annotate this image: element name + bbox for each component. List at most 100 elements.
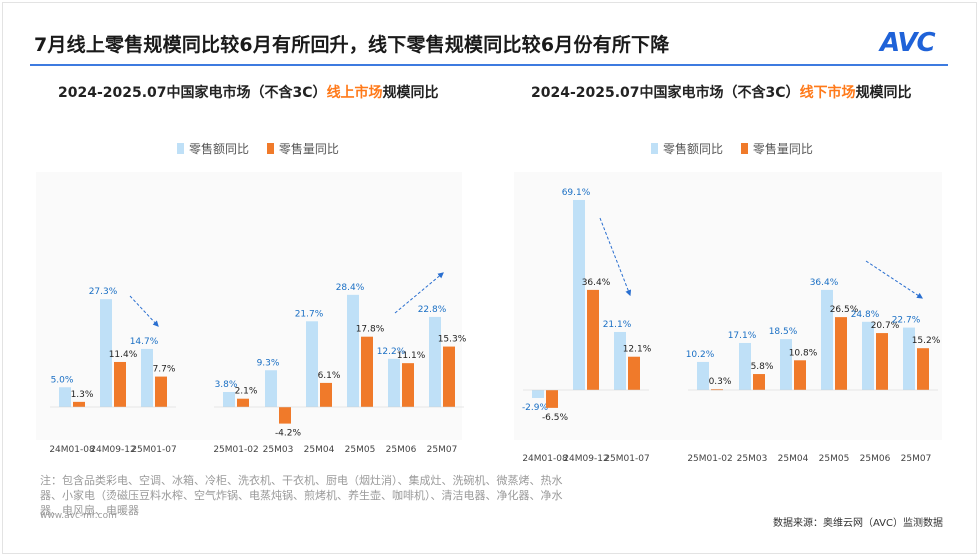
data-label-volume: -6.5%	[542, 413, 569, 423]
data-label-value: 10.2%	[686, 350, 715, 360]
bar-retail-value	[821, 289, 833, 390]
bar-retail-volume	[753, 374, 765, 390]
data-label-value: -2.9%	[522, 403, 549, 413]
x-tick-label: 24M09-12	[563, 454, 608, 464]
bar-retail-volume	[794, 360, 806, 390]
x-tick-label: 25M01-07	[131, 445, 176, 455]
bar-retail-value	[388, 358, 400, 407]
data-label-volume: 11.4%	[109, 350, 138, 360]
data-label-value: 21.7%	[295, 309, 324, 319]
legend-item-volume: 零售量同比	[266, 142, 339, 156]
x-tick-label: 25M04	[304, 445, 335, 455]
data-label-volume: 15.2%	[912, 336, 941, 346]
x-tick-label: 25M01-02	[687, 454, 732, 464]
chart-title-offline-prefix: 2024-2025.07中国家电市场（不含3C）	[531, 85, 800, 101]
legend-online: 零售额同比 零售量同比	[177, 140, 353, 157]
bar-retail-volume	[73, 401, 85, 407]
data-label-volume: 15.3%	[438, 335, 467, 345]
bar-retail-value	[429, 316, 441, 407]
trend-arrow	[394, 272, 444, 314]
chart-title-online-highlight: 线上市场	[326, 85, 383, 101]
bar-retail-volume	[279, 407, 291, 424]
bar-retail-volume	[155, 376, 167, 407]
data-label-volume: 1.3%	[71, 390, 94, 400]
legend-swatch-volume	[266, 143, 274, 154]
data-label-volume: 7.7%	[153, 365, 176, 375]
x-tick-label: 25M03	[263, 445, 294, 455]
chart-title-offline-suffix: 规模同比	[855, 85, 912, 101]
x-tick-label: 25M06	[386, 445, 417, 455]
chart-title-offline-highlight: 线下市场	[799, 85, 856, 101]
plot-area	[514, 172, 942, 440]
data-label-volume: 2.1%	[235, 387, 258, 397]
footer-url: www.avc-mr.com	[40, 511, 117, 521]
bar-retail-volume	[835, 317, 847, 390]
x-tick-label: 25M05	[819, 454, 850, 464]
bar-retail-volume	[917, 348, 929, 390]
x-tick-label: 25M07	[901, 454, 932, 464]
bar-retail-volume	[628, 356, 640, 390]
trend-arrow	[129, 295, 159, 327]
bar-retail-value	[306, 321, 318, 407]
chart-title-offline: 2024-2025.07中国家电市场（不含3C）线下市场规模同比	[531, 82, 912, 102]
legend-label-volume: 零售量同比	[752, 142, 813, 156]
chart-title-online-suffix: 规模同比	[382, 85, 439, 101]
data-label-volume: 0.3%	[709, 377, 732, 387]
bar-retail-value	[347, 294, 359, 407]
bar-retail-value	[862, 321, 874, 390]
bar-retail-volume	[237, 398, 249, 407]
legend-item-volume: 零售量同比	[740, 142, 813, 156]
avc-logo: AVC	[880, 28, 936, 58]
x-tick-label: 24M01-08	[522, 454, 568, 464]
bar-retail-volume	[587, 289, 599, 390]
trend-arrow	[865, 260, 924, 299]
data-label-volume: 17.8%	[356, 325, 385, 335]
data-label-volume: 26.5%	[830, 305, 859, 315]
legend-swatch-value	[177, 143, 184, 154]
legend-label-volume: 零售量同比	[278, 142, 339, 156]
data-label-volume: 11.1%	[397, 351, 426, 361]
data-label-volume: 36.4%	[582, 278, 611, 288]
data-label-value: 14.7%	[130, 337, 159, 347]
x-tick-label: 25M01-02	[213, 445, 258, 455]
bar-retail-volume	[711, 389, 723, 391]
data-label-value: 22.8%	[418, 305, 447, 315]
data-label-volume: 6.1%	[318, 371, 341, 381]
bar-retail-volume	[320, 382, 332, 407]
bar-retail-volume	[114, 361, 126, 407]
x-tick-label: 25M04	[778, 454, 809, 464]
legend-swatch-value	[651, 143, 658, 154]
data-label-value: 3.8%	[215, 380, 238, 390]
legend-label-value: 零售额同比	[189, 142, 250, 156]
bar-retail-value	[614, 331, 626, 390]
bar-retail-value	[780, 339, 792, 390]
data-label-value: 22.7%	[892, 316, 921, 326]
footnote: 注：包含品类彩电、空调、冰箱、冷柜、洗衣机、干衣机、厨电（烟灶消）、集成灶、洗碗…	[40, 474, 563, 517]
data-label-value: 21.1%	[603, 320, 632, 330]
trend-arrow	[599, 217, 632, 297]
legend-item-value: 零售额同比	[177, 142, 249, 156]
x-tick-label: 24M09-12	[90, 445, 135, 455]
legend-label-value: 零售额同比	[663, 142, 724, 156]
legend-item-value: 零售额同比	[651, 142, 723, 156]
data-label-value: 36.4%	[810, 278, 839, 288]
data-label-value: 28.4%	[336, 283, 365, 293]
bar-retail-volume	[546, 390, 558, 408]
page-title: 7月线上零售规模同比较6月有所回升，线下零售规模同比较6月份有所下降	[34, 34, 670, 56]
data-source: 数据来源：奥维云网（AVC）监测数据	[772, 518, 943, 529]
bar-retail-value	[100, 299, 112, 407]
data-label-value: 9.3%	[257, 358, 280, 368]
data-label-value: 69.1%	[562, 188, 591, 198]
chart-title-online-prefix: 2024-2025.07中国家电市场（不含3C）	[58, 85, 327, 101]
bar-retail-value	[141, 348, 153, 407]
bar-retail-volume	[402, 363, 414, 407]
bar-retail-value	[903, 327, 915, 390]
bar-retail-value	[739, 342, 751, 390]
data-label-value: 18.5%	[769, 327, 798, 337]
bar-retail-value	[697, 361, 709, 390]
x-tick-label: 25M01-07	[604, 454, 649, 464]
data-label-volume: 20.7%	[871, 321, 900, 331]
